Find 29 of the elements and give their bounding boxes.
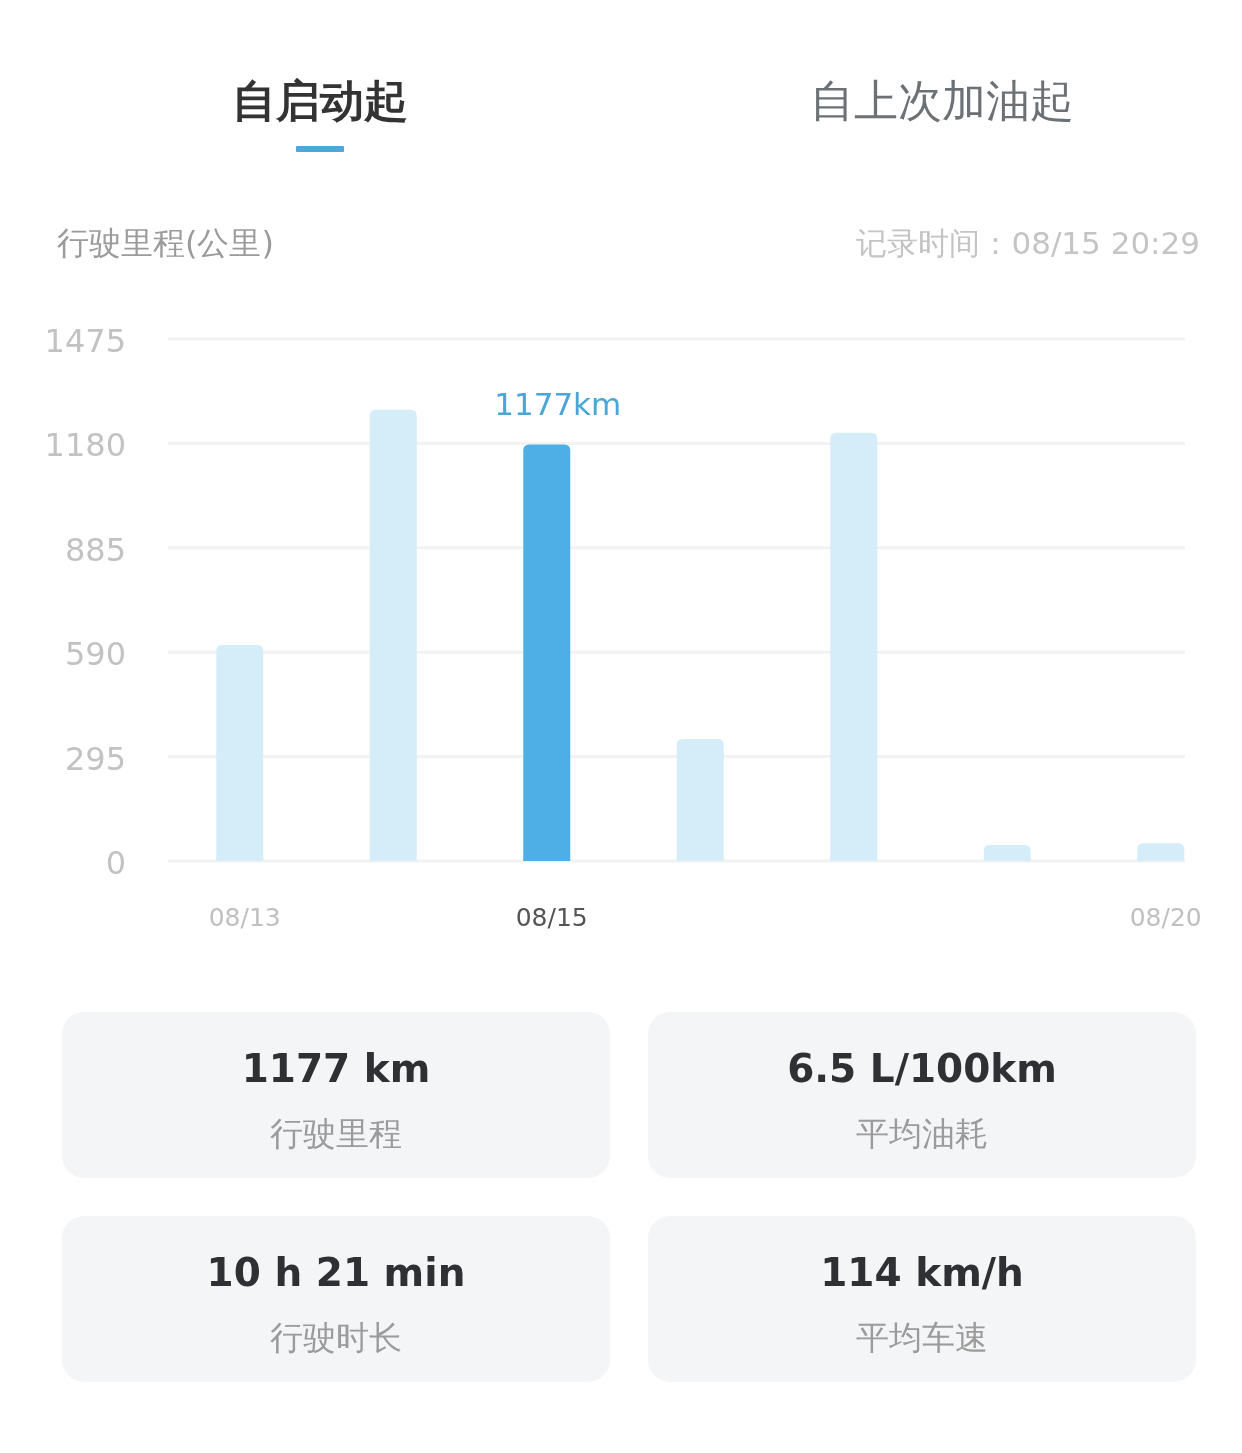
- bar: [369, 409, 417, 861]
- text: 1177 km: [241, 1045, 431, 1091]
- bar: [216, 645, 264, 861]
- text: 平均油耗: [856, 1113, 988, 1153]
- y-axis-title: 行驶里程(公里): [57, 224, 274, 262]
- text: 行驶时长: [270, 1317, 402, 1357]
- x-tick-label: 08/20: [1129, 902, 1202, 932]
- y-tick-label: 590: [64, 635, 126, 674]
- x-tick-label: 08/15: [515, 902, 588, 932]
- bar: [676, 738, 724, 861]
- text: 平均车速: [856, 1317, 988, 1357]
- tab-label: 自上次加油起: [810, 74, 1074, 126]
- bar: [983, 845, 1031, 861]
- y-tick-label: 1475: [44, 322, 126, 360]
- bar: [830, 432, 878, 861]
- y-tick-label: 885: [64, 530, 126, 569]
- text: 6.5 L/100km: [787, 1045, 1057, 1091]
- text: 10 h 21 min: [206, 1249, 466, 1295]
- x-tick-label: 08/13: [208, 902, 281, 932]
- y-tick-label: 1180: [44, 426, 126, 465]
- text: 114 km/h: [820, 1249, 1024, 1295]
- text: 记录时间：08/15 20:29: [856, 225, 1200, 261]
- y-tick-label: 0: [105, 844, 126, 882]
- bar: [1137, 843, 1185, 861]
- y-tick-label: 295: [64, 739, 126, 778]
- data-label: 1177km: [494, 386, 622, 423]
- text: 行驶里程: [270, 1113, 402, 1153]
- tab-label: 自启动起: [232, 74, 408, 126]
- bar: [523, 444, 571, 861]
